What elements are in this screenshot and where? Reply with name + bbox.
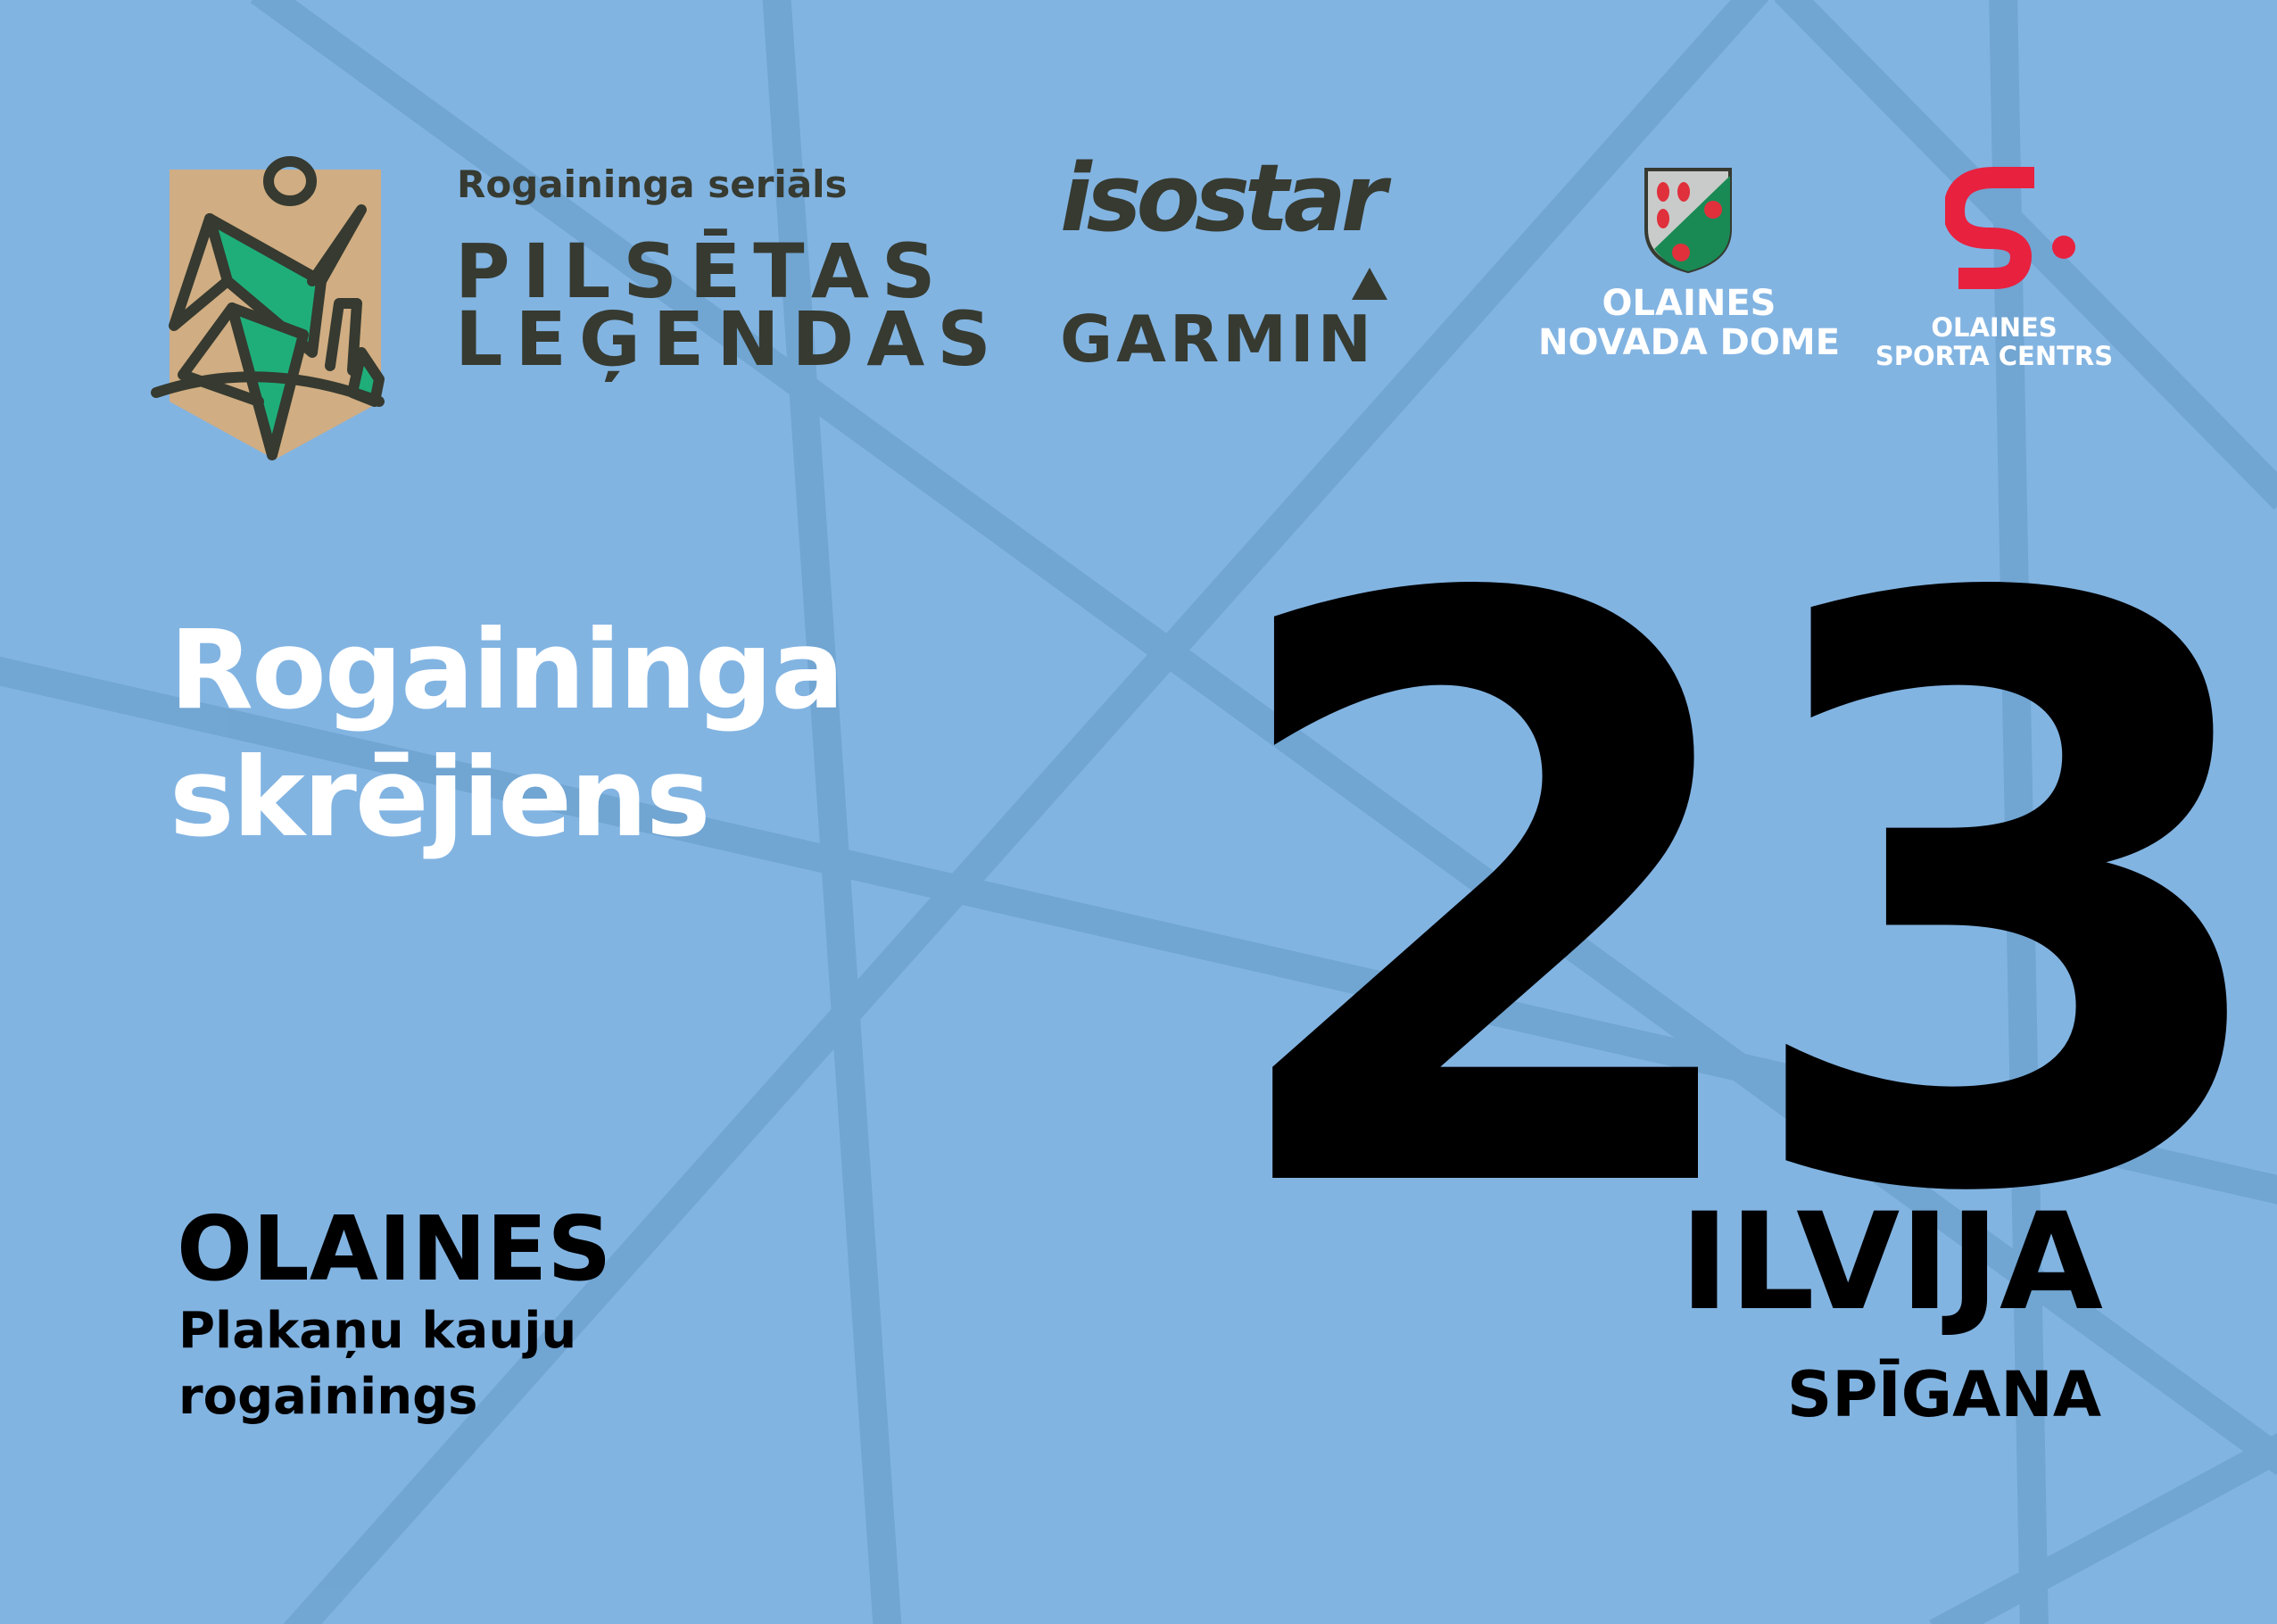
event-title-line2: skrējiens: [170, 734, 711, 861]
coat-of-arms-icon: [1644, 168, 1732, 274]
runner-emblem-icon: [151, 156, 385, 460]
series-title-line2: LEĢENDAS: [455, 295, 1004, 383]
municipality-line1: OLAINES: [1602, 283, 1776, 324]
event-title-line1: Rogaininga: [170, 607, 844, 733]
isostar-logo: isostar: [1060, 144, 1387, 253]
series-subtitle: Rogaininga seriāls: [457, 162, 848, 206]
sports-centre-name: OLAINES SPORTA CENTRS: [1816, 312, 2173, 371]
garmin-triangle-icon: [1352, 268, 1387, 300]
sports-centre-line1: OLAINES: [1931, 312, 2058, 343]
sports-centre-line2: SPORTA CENTRS: [1875, 340, 2114, 371]
location-sub-line2: rogainings: [178, 1368, 478, 1426]
s-logo-icon: [1945, 167, 2075, 289]
location-sub-line1: Plakaņu kauju: [178, 1302, 577, 1360]
series-title-line1: PILSĒTAS: [455, 228, 948, 315]
municipality-name: OLAINES NOVADA DOME: [1511, 284, 1867, 362]
participant-first-name: ILVIJA: [1679, 1185, 2103, 1340]
location-name: OLAINES: [177, 1197, 612, 1301]
garmin-logo: GARMIN: [1060, 302, 1375, 377]
location-subtitle: Plakaņu kauju rogainings: [178, 1298, 576, 1430]
bib-number: 23: [1209, 434, 2277, 1368]
event-title: Rogaininga skrējiens: [170, 607, 844, 862]
participant-last-name: SPĪGANA: [1786, 1358, 2101, 1431]
municipality-line2: NOVADA DOME: [1537, 322, 1841, 363]
